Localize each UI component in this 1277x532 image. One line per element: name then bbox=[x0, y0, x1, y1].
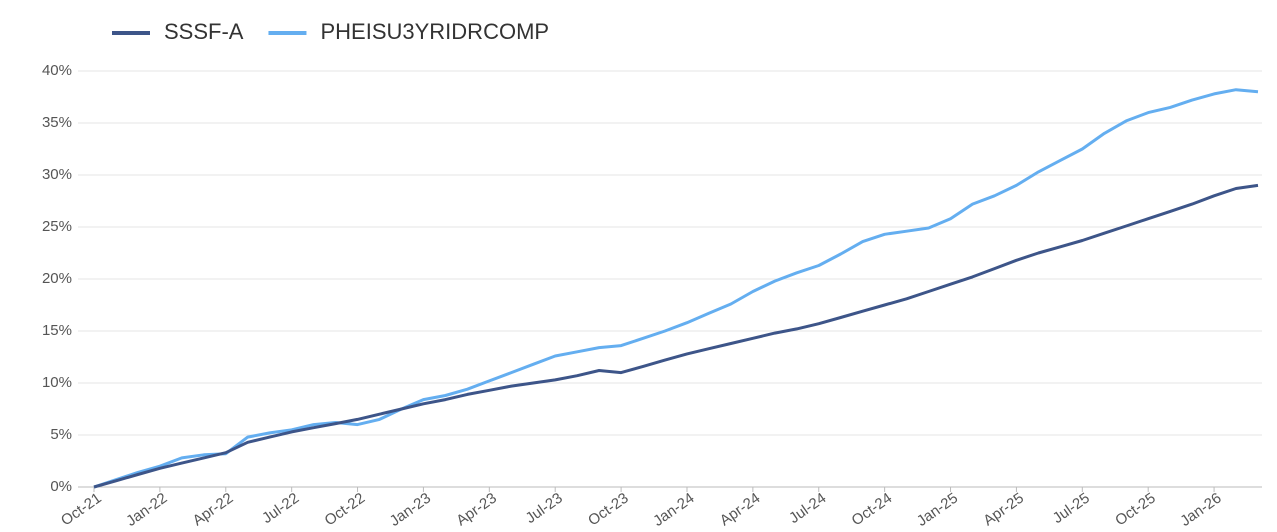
y-tick-label: 0% bbox=[50, 478, 72, 495]
x-tick-label: Jan-23 bbox=[387, 490, 434, 530]
x-tick-label: Jul-25 bbox=[1050, 490, 1093, 527]
x-tick-label: Oct-25 bbox=[1112, 490, 1159, 530]
x-tick-label: Oct-22 bbox=[321, 490, 368, 530]
x-tick-label: Jan-26 bbox=[1177, 490, 1224, 530]
x-tick-label: Apr-22 bbox=[190, 490, 237, 530]
y-tick-label: 10% bbox=[42, 374, 72, 391]
y-tick-label: 15% bbox=[42, 322, 72, 339]
x-tick-label: Oct-23 bbox=[585, 490, 632, 530]
x-tick-label: Jan-25 bbox=[914, 490, 961, 530]
x-tick-label: Jan-24 bbox=[650, 490, 697, 530]
x-tick-label: Apr-25 bbox=[980, 490, 1027, 530]
y-tick-label: 40% bbox=[42, 62, 72, 79]
x-tick-label: Oct-24 bbox=[849, 490, 896, 530]
series-line bbox=[93, 88, 1259, 489]
x-tick-label: Oct-21 bbox=[58, 490, 105, 530]
y-tick-label: 20% bbox=[42, 270, 72, 287]
x-tick-label: Jan-22 bbox=[123, 490, 170, 530]
series-line bbox=[93, 183, 1259, 489]
y-tick-label: 5% bbox=[50, 426, 72, 443]
x-tick-label: Apr-24 bbox=[717, 490, 764, 530]
legend-text: SSSF-A bbox=[164, 19, 244, 44]
y-tick-label: 30% bbox=[42, 166, 72, 183]
x-tick-label: Jul-22 bbox=[259, 490, 302, 527]
x-tick-label: Jul-24 bbox=[786, 490, 829, 527]
x-tick-label: Jul-23 bbox=[523, 490, 566, 527]
y-tick-label: 35% bbox=[42, 114, 72, 131]
x-tick-label: Apr-23 bbox=[453, 490, 500, 530]
legend-text: PHEISU3YRIDRCOMP bbox=[320, 19, 549, 44]
y-tick-label: 25% bbox=[42, 218, 72, 235]
